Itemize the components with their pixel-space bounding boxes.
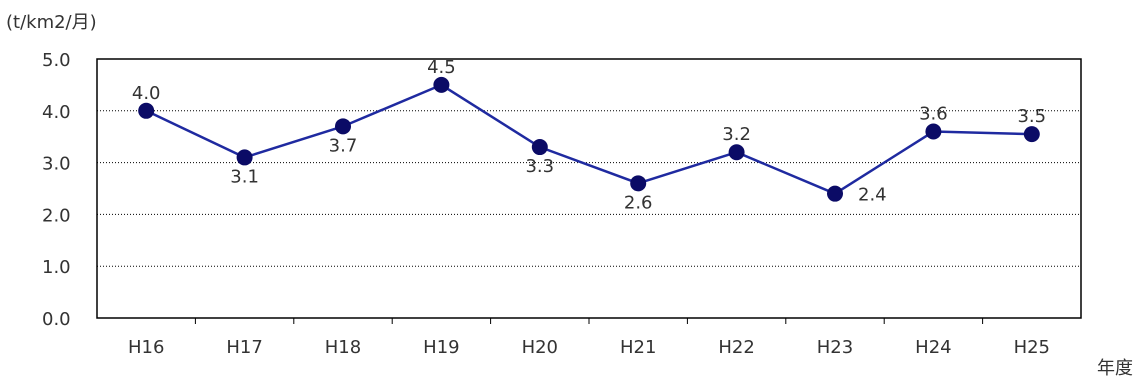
series-layer xyxy=(138,76,1040,202)
x-tick-label: H23 xyxy=(817,337,853,358)
x-tick-label: H22 xyxy=(718,337,754,358)
x-tick-label: H17 xyxy=(226,337,262,358)
y-tick-label: 1.0 xyxy=(42,257,71,278)
label-layer: 4.0 3.1 3.7 4.5 3.3 2.6 3.2 2.4 3.6 3.5 xyxy=(132,57,1046,213)
data-label: 3.6 xyxy=(919,104,948,125)
x-tick-label: H18 xyxy=(325,337,361,358)
y-tick-label: 4.0 xyxy=(42,102,71,123)
data-label: 3.3 xyxy=(525,156,554,177)
x-tick-label: H19 xyxy=(423,337,459,358)
grid-layer xyxy=(97,110,1081,267)
x-tick-label: H24 xyxy=(915,337,951,358)
y-tick-label: 2.0 xyxy=(42,205,71,226)
y-tick-label: 0.0 xyxy=(42,309,71,330)
x-tick-label: H25 xyxy=(1014,337,1050,358)
x-axis-title: 年度 xyxy=(1097,358,1133,379)
data-point xyxy=(630,175,647,192)
data-point xyxy=(728,144,745,161)
data-point xyxy=(236,149,253,166)
data-label: 3.1 xyxy=(230,166,259,187)
x-tick-label: H21 xyxy=(620,337,656,358)
data-point xyxy=(138,102,155,119)
data-point xyxy=(827,185,843,202)
data-label: 3.7 xyxy=(329,135,358,156)
data-label: 2.4 xyxy=(858,185,887,206)
data-label: 4.5 xyxy=(427,57,456,78)
y-tick-label: 5.0 xyxy=(42,50,71,71)
x-tick-label: H20 xyxy=(522,337,558,358)
x-tick-label: H16 xyxy=(128,337,164,358)
axis-layer: 0.0 1.0 2.0 3.0 4.0 5.0 H16 H17 H18 H19 H20 H21 H22 H… xyxy=(42,50,1082,358)
data-point xyxy=(433,76,450,93)
y-tick-label: 3.0 xyxy=(42,154,71,175)
data-point xyxy=(925,123,942,140)
data-point xyxy=(531,139,548,156)
data-point xyxy=(1023,126,1040,143)
data-label: 2.6 xyxy=(624,192,653,213)
y-axis-unit-label: (t/km2/月) xyxy=(6,12,97,33)
plot-frame xyxy=(96,58,1082,319)
data-label: 4.0 xyxy=(132,83,161,104)
data-point xyxy=(335,118,351,135)
series-line xyxy=(145,83,1032,196)
data-label: 3.2 xyxy=(722,124,751,145)
data-label: 3.5 xyxy=(1017,106,1046,127)
